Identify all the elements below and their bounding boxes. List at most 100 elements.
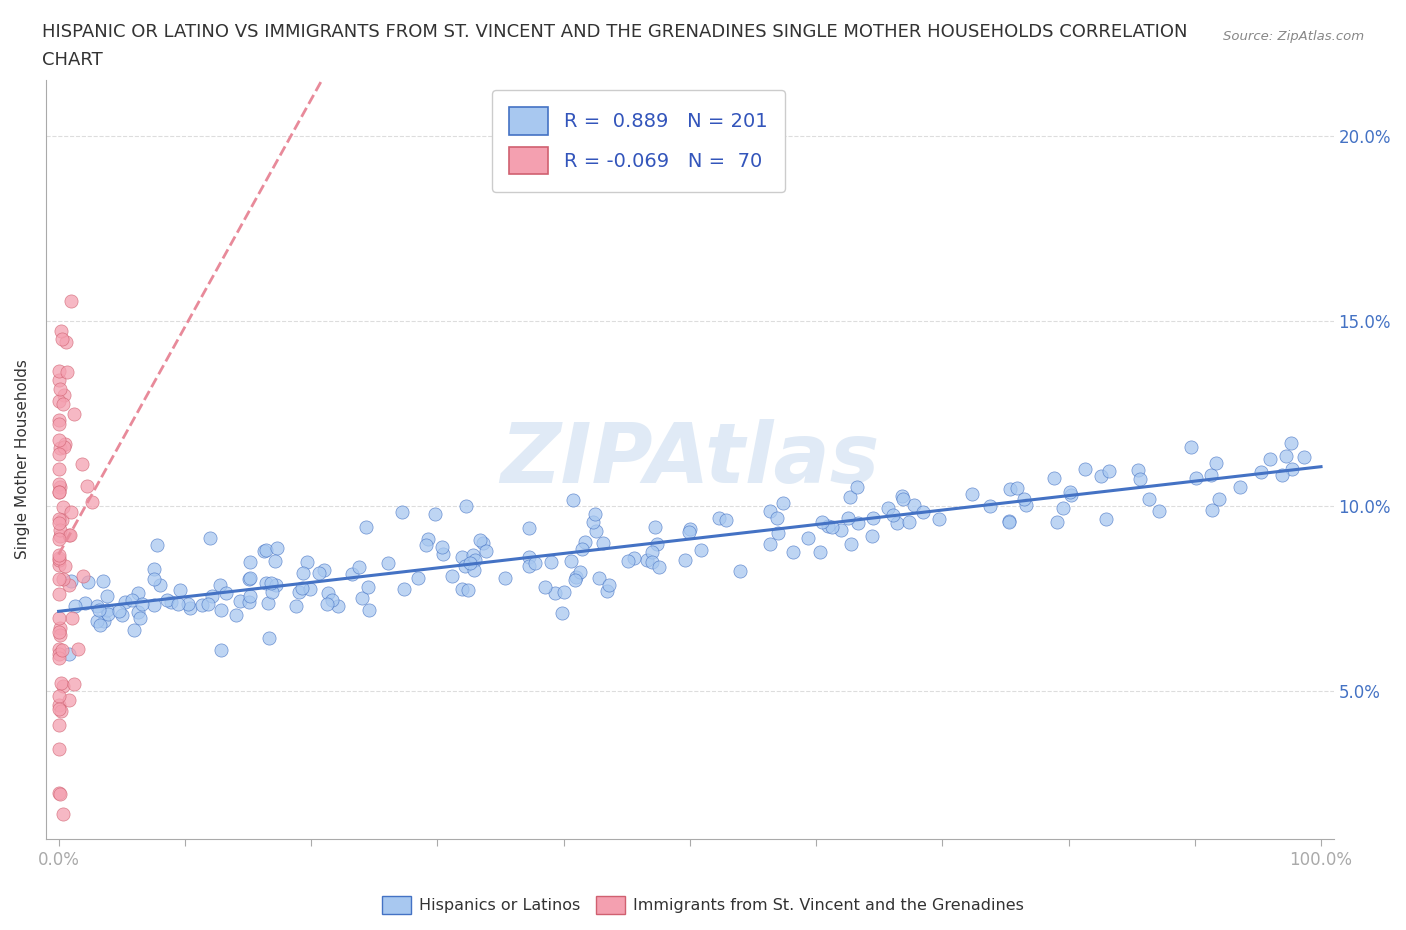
Point: [1185, 471, 1208, 485]
Point: [291, 580, 314, 595]
Point: [1095, 512, 1118, 526]
Point: [454, 498, 477, 513]
Point: [928, 512, 950, 526]
Point: [48, 440, 70, 455]
Point: [48, 702, 70, 717]
Point: [48, 432, 70, 447]
Point: [96, 589, 118, 604]
Point: [1090, 468, 1112, 483]
Point: [48, 446, 70, 461]
Point: [979, 498, 1001, 513]
Point: [517, 550, 540, 565]
Point: [48, 461, 70, 476]
Point: [48, 416, 70, 431]
Point: [432, 546, 454, 561]
Point: [51, 675, 73, 690]
Point: [131, 596, 153, 611]
Point: [523, 555, 546, 570]
Point: [48, 627, 70, 642]
Point: [1126, 463, 1149, 478]
Point: [264, 578, 287, 592]
Point: [239, 589, 262, 604]
Point: [574, 535, 596, 550]
Point: [197, 597, 219, 612]
Point: [72, 569, 94, 584]
Point: [59, 294, 82, 309]
Point: [198, 530, 221, 545]
Point: [127, 605, 149, 620]
Point: [215, 586, 238, 601]
Point: [160, 595, 183, 610]
Point: [1129, 472, 1152, 486]
Text: ZIPAtlas: ZIPAtlas: [501, 418, 880, 500]
Point: [89, 603, 111, 618]
Point: [63, 599, 86, 614]
Point: [1060, 487, 1083, 502]
Point: [550, 605, 572, 620]
Legend: R =  0.889   N = 201, R = -0.069   N =  70: R = 0.889 N = 201, R = -0.069 N = 70: [492, 90, 785, 192]
Point: [960, 486, 983, 501]
Point: [423, 507, 446, 522]
Point: [48, 646, 70, 661]
Point: [229, 593, 252, 608]
Point: [52, 572, 75, 587]
Point: [1007, 480, 1029, 495]
Point: [1281, 462, 1303, 477]
Point: [122, 622, 145, 637]
Point: [260, 576, 283, 591]
Point: [239, 554, 262, 569]
Point: [839, 537, 862, 551]
Point: [48, 548, 70, 563]
Point: [821, 520, 844, 535]
Point: [49, 523, 72, 538]
Point: [149, 578, 172, 592]
Point: [571, 541, 593, 556]
Point: [292, 565, 315, 580]
Point: [860, 529, 883, 544]
Point: [72, 457, 94, 472]
Point: [553, 584, 575, 599]
Point: [673, 552, 696, 567]
Point: [1043, 471, 1066, 485]
Point: [759, 537, 782, 551]
Point: [52, 397, 75, 412]
Point: [475, 544, 498, 559]
Point: [52, 678, 75, 693]
Point: [66, 641, 89, 656]
Point: [641, 545, 664, 560]
Point: [357, 579, 380, 594]
Point: [55, 335, 77, 350]
Point: [49, 528, 72, 543]
Point: [107, 604, 129, 618]
Point: [308, 565, 330, 580]
Point: [1137, 492, 1160, 507]
Point: [564, 572, 586, 587]
Point: [169, 582, 191, 597]
Point: [257, 631, 280, 645]
Point: [1046, 514, 1069, 529]
Point: [678, 525, 700, 539]
Point: [254, 576, 277, 591]
Point: [1059, 485, 1081, 499]
Point: [464, 552, 486, 567]
Point: [707, 511, 730, 525]
Point: [882, 508, 904, 523]
Point: [903, 498, 925, 512]
Point: [166, 597, 188, 612]
Point: [354, 519, 377, 534]
Point: [49, 381, 72, 396]
Point: [1294, 450, 1316, 465]
Point: [440, 568, 463, 583]
Point: [596, 583, 619, 598]
Point: [598, 578, 620, 592]
Point: [111, 607, 134, 622]
Point: [288, 584, 311, 599]
Point: [51, 332, 73, 347]
Point: [253, 544, 276, 559]
Point: [256, 595, 278, 610]
Text: CHART: CHART: [42, 51, 103, 69]
Y-axis label: Single Mother Households: Single Mother Households: [15, 360, 30, 559]
Point: [911, 504, 934, 519]
Point: [48, 551, 70, 566]
Point: [53, 437, 76, 452]
